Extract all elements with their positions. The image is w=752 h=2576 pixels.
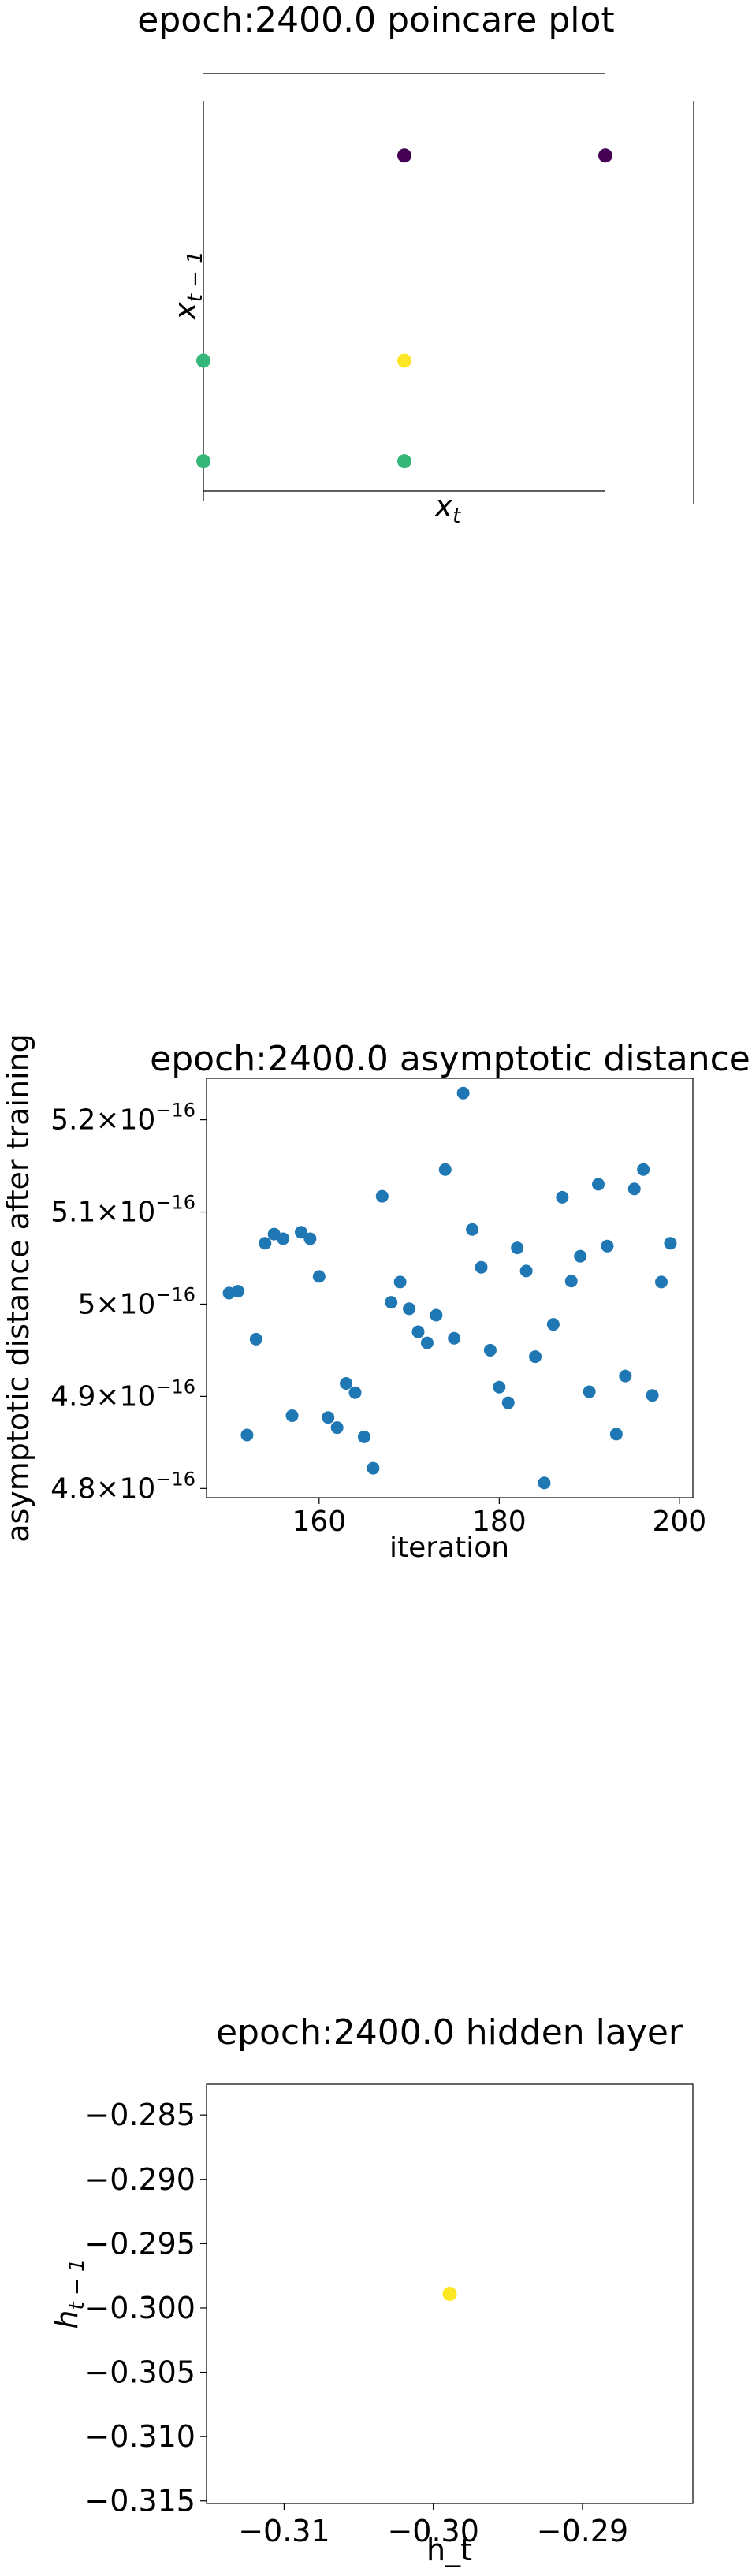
hidden-layer-y-tick-label-1: −0.290 bbox=[84, 2162, 195, 2197]
hidden-layer-xlabel: h_t bbox=[426, 2533, 472, 2567]
asymptotic-point-23 bbox=[430, 1308, 443, 1322]
asymptotic-point-45 bbox=[627, 1182, 641, 1196]
hidden-layer-axes-frame bbox=[206, 2083, 694, 2504]
asymptotic-point-12 bbox=[330, 1421, 344, 1435]
asymptotic-point-26 bbox=[456, 1086, 470, 1100]
asymptotic-x-tick-label-0: 160 bbox=[292, 1506, 346, 1538]
poincare-points bbox=[196, 148, 612, 469]
asymptotic-point-10 bbox=[312, 1270, 326, 1283]
asymptotic-y-tick-label-0: 4.8×10−16 bbox=[50, 1468, 195, 1505]
asymptotic-point-27 bbox=[466, 1223, 479, 1236]
poincare-ylabel: xt − 1 bbox=[168, 251, 207, 321]
asymptotic-point-13 bbox=[340, 1377, 353, 1390]
poincare-point-0 bbox=[397, 148, 411, 163]
asymptotic-point-7 bbox=[285, 1409, 299, 1422]
poincare-point-2 bbox=[196, 353, 210, 368]
hidden-layer-point-0 bbox=[442, 2287, 457, 2301]
asymptotic-point-37 bbox=[556, 1190, 569, 1204]
hidden-layer-ylabel: ht − 1 bbox=[50, 2258, 89, 2328]
asymptotic-point-34 bbox=[529, 1350, 542, 1364]
asymptotic-point-49 bbox=[664, 1237, 677, 1250]
asymptotic-point-35 bbox=[538, 1476, 551, 1490]
hidden-layer-chart: epoch:2400.0 hidden layer −0.285−0.290−0… bbox=[50, 2012, 694, 2567]
poincare-point-3 bbox=[397, 353, 411, 368]
asymptotic-point-24 bbox=[438, 1163, 452, 1176]
asymptotic-points bbox=[222, 1086, 677, 1490]
asymptotic-point-22 bbox=[420, 1336, 434, 1349]
hidden-layer-x-tick-label-0: −0.31 bbox=[238, 2514, 329, 2548]
asymptotic-point-36 bbox=[546, 1318, 560, 1331]
asymptotic-point-21 bbox=[411, 1325, 425, 1338]
asymptotic-point-14 bbox=[348, 1386, 362, 1399]
asymptotic-point-9 bbox=[303, 1232, 317, 1245]
poincare-chart: epoch:2400.0 poincare plot xt xt − 1 bbox=[137, 0, 694, 528]
hidden-layer-y-ticks: −0.285 −0.290 −0.295 −0.300 −0.305 −0.310 −0.3… bbox=[84, 2098, 207, 2518]
poincare-point-1 bbox=[598, 148, 612, 163]
asymptotic-point-19 bbox=[393, 1275, 407, 1289]
asymptotic-y-tick-label-4: 5.2×10−16 bbox=[50, 1100, 195, 1137]
asymptotic-x-tick-label-1: 180 bbox=[472, 1506, 527, 1538]
asymptotic-y-ticks: 4.8×10−16 4.9×10−16 5×10−16 5.1×10−16 5.2×10… bbox=[50, 1100, 207, 1505]
hidden-layer-y-tick-label-0: −0.285 bbox=[84, 2098, 195, 2132]
asymptotic-point-31 bbox=[501, 1396, 515, 1409]
poincare-title: epoch:2400.0 poincare plot bbox=[137, 0, 614, 40]
asymptotic-ylabel: asymptotic distance after training bbox=[1, 1033, 35, 1543]
asymptotic-point-40 bbox=[583, 1385, 596, 1398]
asymptotic-chart: epoch:2400.0 asymptotic distance 4.8×10−… bbox=[1, 1033, 750, 1564]
hidden-layer-title: epoch:2400.0 hidden layer bbox=[216, 2012, 683, 2053]
hidden-layer-y-tick-label-4: −0.305 bbox=[84, 2355, 195, 2390]
asymptotic-point-15 bbox=[357, 1430, 370, 1443]
asymptotic-point-6 bbox=[277, 1232, 290, 1245]
asymptotic-point-16 bbox=[367, 1461, 380, 1475]
asymptotic-point-47 bbox=[646, 1389, 659, 1402]
asymptotic-point-33 bbox=[519, 1264, 533, 1278]
asymptotic-y-tick-label-3: 5.1×10−16 bbox=[50, 1192, 195, 1229]
hidden-layer-points bbox=[442, 2287, 457, 2301]
asymptotic-point-1 bbox=[231, 1285, 244, 1298]
asymptotic-point-2 bbox=[240, 1428, 254, 1442]
hidden-layer-y-tick-label-2: −0.295 bbox=[84, 2226, 195, 2261]
asymptotic-point-28 bbox=[475, 1260, 488, 1274]
poincare-point-4 bbox=[196, 454, 210, 469]
asymptotic-point-41 bbox=[592, 1178, 605, 1191]
hidden-layer-y-tick-label-6: −0.315 bbox=[84, 2484, 195, 2518]
asymptotic-point-3 bbox=[249, 1332, 262, 1346]
poincare-point-5 bbox=[397, 454, 411, 469]
hidden-layer-x-ticks: −0.31 −0.30 −0.29 bbox=[238, 2503, 628, 2548]
asymptotic-point-48 bbox=[655, 1275, 668, 1289]
hidden-layer-y-tick-label-3: −0.300 bbox=[84, 2291, 195, 2325]
asymptotic-point-38 bbox=[564, 1275, 578, 1288]
asymptotic-point-44 bbox=[619, 1369, 632, 1383]
asymptotic-point-18 bbox=[385, 1296, 398, 1309]
asymptotic-point-17 bbox=[375, 1189, 389, 1203]
asymptotic-point-29 bbox=[483, 1343, 497, 1357]
asymptotic-point-25 bbox=[448, 1331, 461, 1345]
asymptotic-y-tick-label-1: 4.9×10−16 bbox=[50, 1375, 195, 1413]
asymptotic-point-30 bbox=[493, 1380, 506, 1394]
asymptotic-point-43 bbox=[609, 1428, 623, 1441]
asymptotic-point-32 bbox=[511, 1241, 524, 1255]
asymptotic-point-11 bbox=[322, 1411, 335, 1424]
asymptotic-axes-frame bbox=[206, 1078, 694, 1498]
poincare-xlabel: xt bbox=[434, 489, 462, 528]
asymptotic-x-tick-label-2: 200 bbox=[653, 1506, 707, 1538]
asymptotic-title: epoch:2400.0 asymptotic distance bbox=[150, 1039, 750, 1079]
asymptotic-y-tick-label-2: 5×10−16 bbox=[77, 1283, 195, 1320]
asymptotic-x-ticks: 160 180 200 bbox=[292, 1498, 706, 1538]
hidden-layer-x-tick-label-2: −0.29 bbox=[537, 2514, 628, 2548]
asymptotic-xlabel: iteration bbox=[389, 1532, 509, 1564]
asymptotic-point-46 bbox=[637, 1163, 650, 1176]
asymptotic-point-39 bbox=[574, 1249, 587, 1263]
asymptotic-point-4 bbox=[259, 1237, 272, 1250]
hidden-layer-x-tick-label-1: −0.30 bbox=[387, 2514, 478, 2548]
hidden-layer-y-tick-label-5: −0.310 bbox=[84, 2419, 195, 2454]
asymptotic-point-42 bbox=[601, 1239, 614, 1253]
asymptotic-point-8 bbox=[294, 1226, 307, 1239]
asymptotic-point-20 bbox=[403, 1302, 416, 1316]
